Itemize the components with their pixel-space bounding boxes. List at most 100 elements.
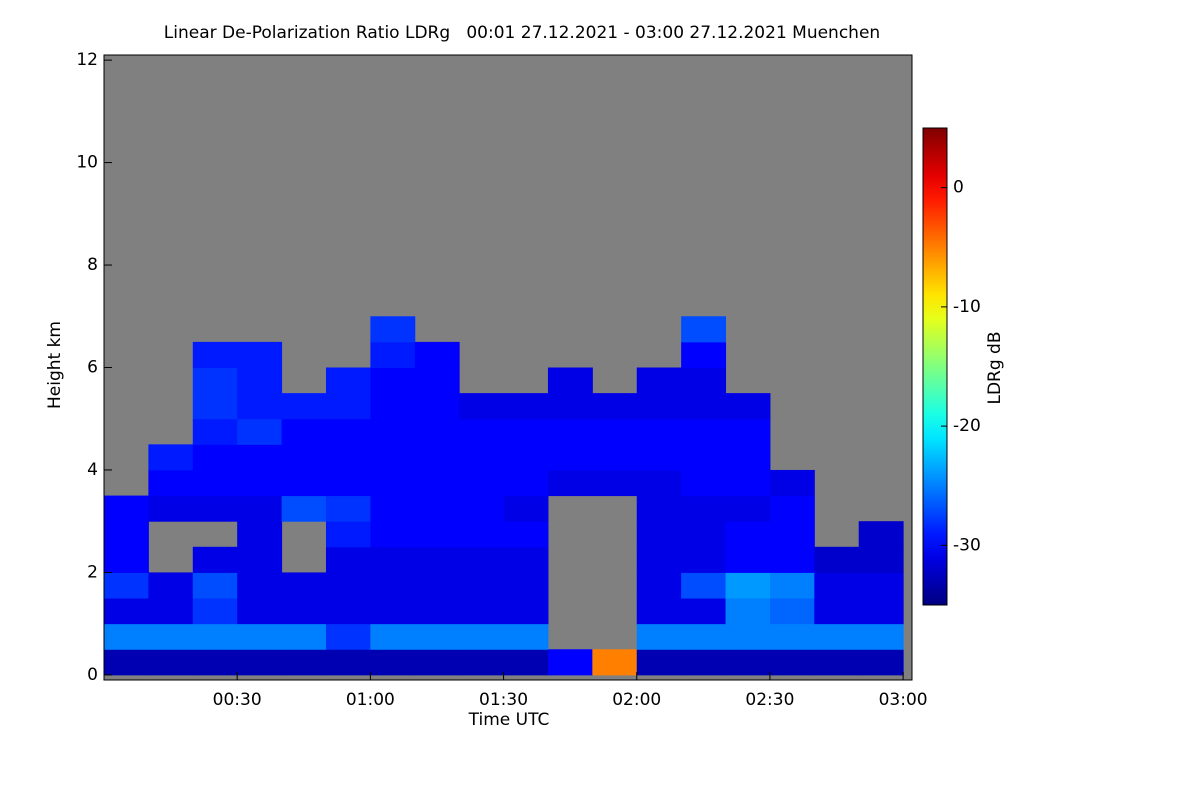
heatmap-cell xyxy=(414,495,460,522)
heatmap-cell xyxy=(725,418,771,445)
heatmap-cell xyxy=(104,495,149,522)
heatmap-cell xyxy=(148,623,194,650)
heatmap-cell xyxy=(459,444,505,471)
heatmap-cell xyxy=(459,598,505,625)
heatmap-cell xyxy=(769,649,815,676)
heatmap-cell xyxy=(281,495,327,522)
heatmap-cell xyxy=(725,649,771,676)
y-tick-label: 2 xyxy=(87,562,98,582)
heatmap-cell xyxy=(547,444,593,471)
heatmap-cell xyxy=(414,469,460,497)
heatmap-cell xyxy=(503,572,549,599)
heatmap-cell xyxy=(725,572,771,599)
heatmap-cell xyxy=(370,521,416,548)
heatmap-cell xyxy=(725,546,771,573)
heatmap-cell xyxy=(414,623,460,650)
heatmap-cell xyxy=(814,623,860,650)
heatmap-cell xyxy=(725,393,771,420)
heatmap-cell xyxy=(192,469,238,497)
heatmap-cell xyxy=(237,495,283,522)
heatmap-cell xyxy=(769,546,815,573)
heatmap-cell xyxy=(725,444,771,471)
x-tick-label: 03:00 xyxy=(879,690,928,710)
y-tick-label: 4 xyxy=(87,460,98,480)
heatmap-cell xyxy=(725,623,771,650)
heatmap-cell xyxy=(858,598,904,625)
heatmap-cell xyxy=(104,521,149,548)
heatmap-cell xyxy=(459,623,505,650)
heatmap-cell xyxy=(459,521,505,548)
heatmap-cell xyxy=(370,341,416,368)
colorbar-tick-label: -30 xyxy=(953,535,981,555)
heatmap-cell xyxy=(414,418,460,445)
chart-title: Linear De-Polarization Ratio LDRg 00:01 … xyxy=(164,23,880,43)
heatmap-cell xyxy=(681,598,727,625)
heatmap-cell xyxy=(681,341,727,368)
heatmap-cell xyxy=(370,444,416,471)
heatmap-cell xyxy=(370,649,416,676)
heatmap-cell xyxy=(636,393,682,420)
heatmap-cell xyxy=(814,572,860,599)
colorbar-label: LDRg dB xyxy=(985,331,1005,404)
heatmap-cell xyxy=(237,649,283,676)
heatmap-cell xyxy=(547,393,593,420)
heatmap-cell xyxy=(148,495,194,522)
heatmap-cell xyxy=(281,649,327,676)
heatmap-cell xyxy=(636,546,682,573)
heatmap-cell xyxy=(104,623,149,650)
heatmap-cell xyxy=(237,418,283,445)
heatmap-cell xyxy=(636,521,682,548)
heatmap-cell xyxy=(414,649,460,676)
heatmap-cell xyxy=(503,469,549,497)
heatmap-cell xyxy=(192,623,238,650)
heatmap-cell xyxy=(769,495,815,522)
heatmap-cell xyxy=(192,444,238,471)
x-axis-label: Time UTC xyxy=(468,710,550,730)
heatmap-cell xyxy=(325,444,371,471)
heatmap-cell xyxy=(325,572,371,599)
heatmap-cell xyxy=(547,469,593,497)
heatmap-cell xyxy=(681,546,727,573)
heatmap-cell xyxy=(769,521,815,548)
heatmap-cell xyxy=(681,521,727,548)
heatmap-cell xyxy=(414,546,460,573)
heatmap-cell xyxy=(681,649,727,676)
heatmap-cell xyxy=(858,521,904,548)
heatmap-cell xyxy=(681,444,727,471)
heatmap-cell xyxy=(681,316,727,343)
heatmap-cell xyxy=(148,572,194,599)
heatmap-cell xyxy=(325,367,371,394)
heatmap-cell xyxy=(592,649,638,676)
heatmap-cell xyxy=(725,495,771,522)
heatmap-cell xyxy=(148,444,194,471)
heatmap-cell xyxy=(547,649,593,676)
heatmap-cell xyxy=(325,393,371,420)
heatmap-cell xyxy=(414,521,460,548)
heatmap-cell xyxy=(503,418,549,445)
heatmap-cell xyxy=(325,418,371,445)
heatmap-cell xyxy=(370,316,416,343)
colorbar-tick-label: -10 xyxy=(953,297,981,317)
heatmap-cell xyxy=(459,418,505,445)
heatmap-cell xyxy=(503,393,549,420)
y-tick-label: 10 xyxy=(76,153,98,173)
heatmap-cell xyxy=(636,598,682,625)
heatmap-cell xyxy=(459,495,505,522)
heatmap-cell xyxy=(104,649,149,676)
heatmap-cell xyxy=(503,521,549,548)
heatmap-cell xyxy=(503,623,549,650)
heatmap-cell xyxy=(148,469,194,497)
x-tick-label: 02:00 xyxy=(612,690,661,710)
colorbar-tick-label: 0 xyxy=(953,178,964,198)
heatmap-cell xyxy=(858,572,904,599)
heatmap-cell xyxy=(503,598,549,625)
heatmap-cell xyxy=(414,393,460,420)
heatmap-cell xyxy=(636,367,682,394)
heatmap-cell xyxy=(192,418,238,445)
heatmap-cell xyxy=(459,572,505,599)
heatmap-cell xyxy=(325,649,371,676)
heatmap-cell xyxy=(192,546,238,573)
heatmap-cell xyxy=(681,418,727,445)
heatmap-cell xyxy=(325,521,371,548)
